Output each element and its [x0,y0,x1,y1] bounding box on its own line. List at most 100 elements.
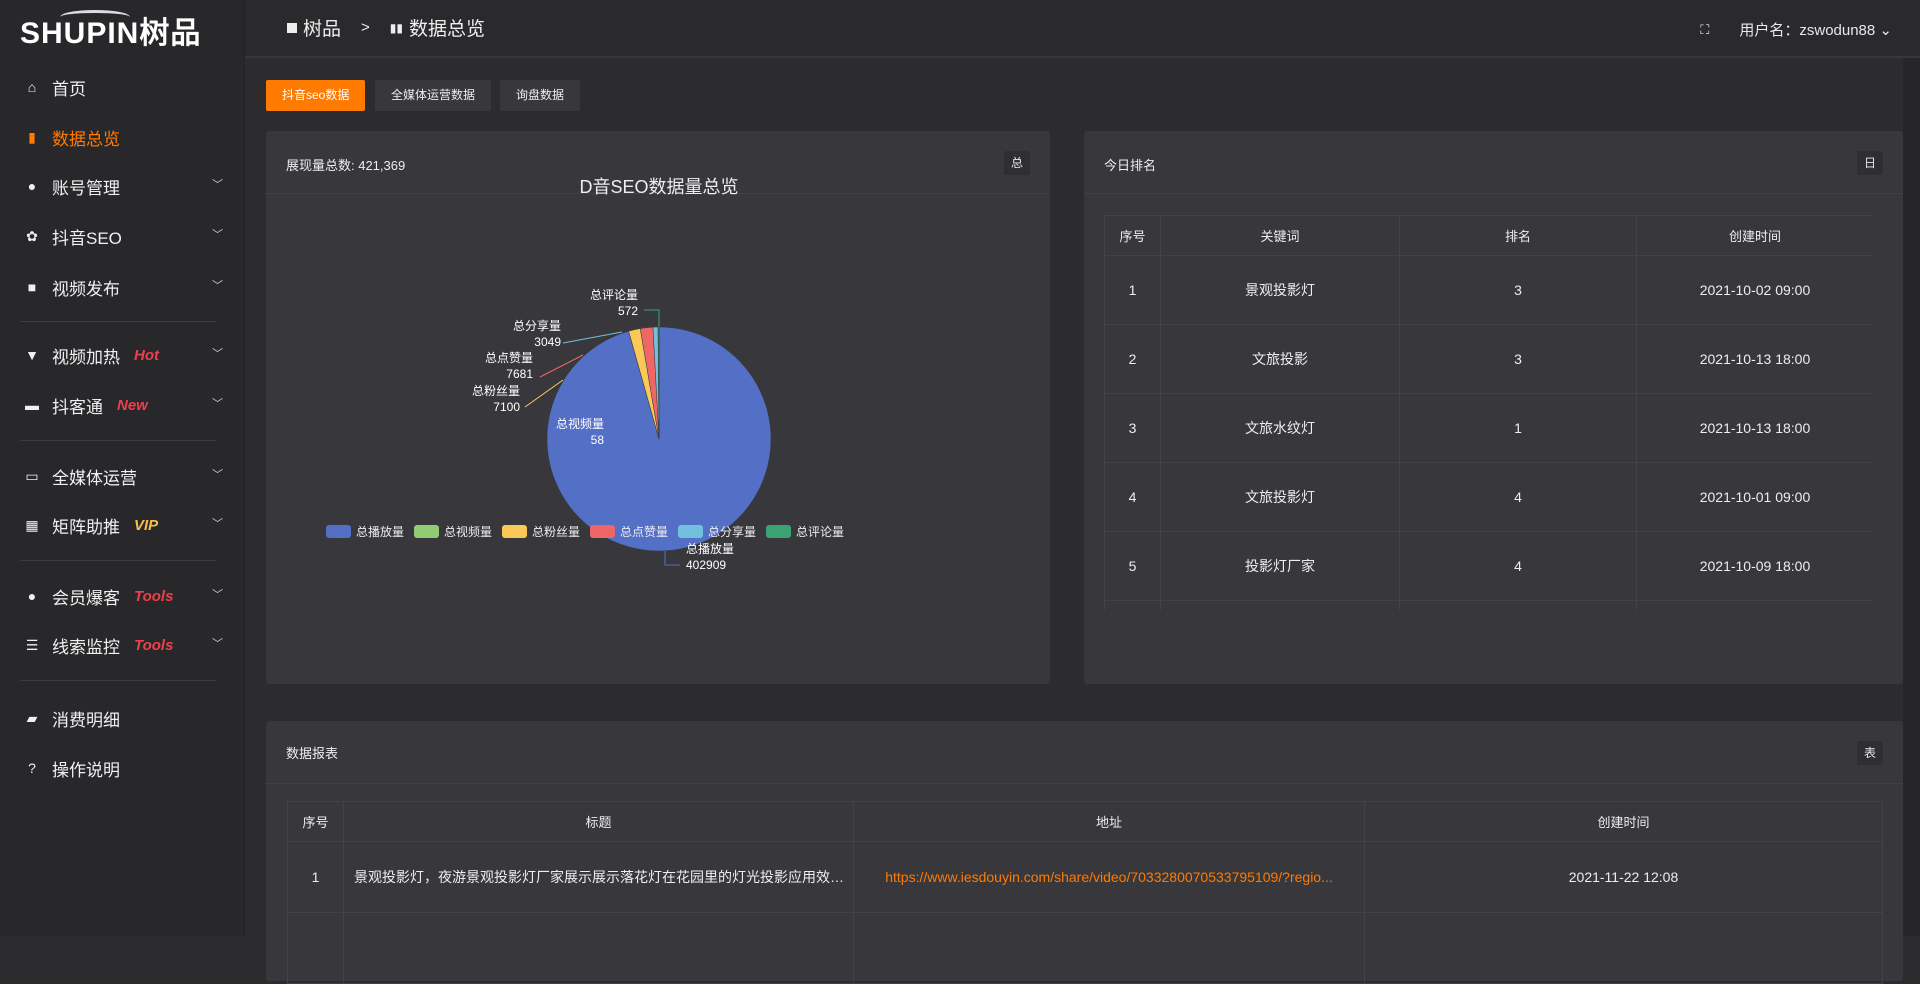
column-header: 序号 [1104,215,1161,256]
table-button[interactable]: 表 [1857,741,1883,765]
label-line [664,551,680,566]
table-cell: 4 [1399,462,1637,532]
label-line [524,379,564,408]
breadcrumb-current: 数据总览 [409,19,486,40]
wallet-icon: ▰ [26,709,38,726]
slice-value: 402909 [686,558,726,572]
chevron-down-icon[interactable]: ﹀ [212,398,223,410]
tab[interactable]: 询盘数据 [500,80,581,111]
chevron-down-icon[interactable]: ﹀ [212,229,223,241]
report-table: 序号 标题 地址 创建时间 1 景观投影灯，夜游景观投影灯厂家展示展示落花灯在花园里的灯光… [287,801,1883,984]
chevron-down-icon[interactable]: ﹀ [212,280,223,292]
slice-label: 总分享量 [513,318,561,333]
sidebar-item-label: 抖客通 [52,397,103,417]
chevron-down-icon[interactable]: ﹀ [212,589,223,601]
table-row: 1 景观投影灯，夜游景观投影灯厂家展示展示落花灯在花园里的灯光投影应用效果 # ht… [287,841,1883,913]
doc-icon [287,22,297,33]
table-row: 3 文旅水纹灯 1 2021-10-13 18:00 [1104,393,1873,463]
chevron-down-icon[interactable]: ﹀ [212,518,223,530]
sidebar-item[interactable]: ▰ 消费明细 [0,698,245,738]
page-scrollbar[interactable] [1903,58,1920,936]
sidebar-item-label: 线索监控 [52,637,120,657]
legend-label[interactable]: 总粉丝量 [532,525,580,539]
table-cell: 2021-10-13 18:00 [1636,324,1873,394]
legend-label[interactable]: 总视频量 [444,524,492,539]
slice-label: 总视频量 [556,416,604,431]
sidebar-item[interactable]: ● 账号管理 ﹀ [0,166,245,206]
tab[interactable]: 抖音seo数据 [266,80,366,111]
table-cell[interactable]: https://www.iesdouyin.com/share/video/70… [853,841,1365,913]
sidebar-item[interactable]: ▮ 数据总览 [0,117,245,157]
legend-label[interactable]: 总分享量 [708,524,756,539]
table-cell: 3 [1399,255,1637,325]
sidebar-item[interactable]: ▬ 抖客通 New ﹀ [0,385,245,425]
pie-card: 展现量总数: 421,369 总 D音SEO数据量总览 总播放量 402909 总视频… [266,131,1050,684]
sidebar-item-label: 矩阵助推 [52,517,120,537]
column-header: 创建时间 [1364,801,1883,842]
legend-swatch[interactable] [414,525,439,538]
sidebar-item-label: 消费明细 [52,710,120,730]
chevron-down-icon[interactable]: ﹀ [212,179,223,191]
table-cell: 投影灯厂家 [1160,531,1400,601]
table-cell: 4 [1399,531,1637,601]
table-cell: 2 [1104,324,1161,394]
column-header: 标题 [343,801,854,842]
breadcrumb-home[interactable]: 树品 [303,19,342,40]
message-icon: ▬ [25,397,39,413]
legend-swatch[interactable] [590,525,615,538]
sidebar-item-label: 会员爆客 [52,588,120,608]
table-cell: 4 [1104,462,1161,532]
label-line [539,354,584,378]
table-cell: 3 [1399,324,1637,394]
legend-swatch[interactable] [326,525,351,538]
day-button[interactable]: 日 [1857,151,1883,175]
legend-swatch[interactable] [678,525,703,538]
table-cell: 2021-10-09 18:00 [1636,531,1873,601]
sidebar-item[interactable]: ☰ 线索监控 Tools ﹀ [0,625,245,665]
column-header: 创建时间 [1636,215,1873,256]
column-header: 关键词 [1160,215,1400,256]
chevron-down-icon[interactable]: ﹀ [212,469,223,481]
sidebar-divider [20,440,216,441]
sidebar-item[interactable]: ▭ 全媒体运营 ﹀ [0,456,245,496]
sidebar-item[interactable]: ● 会员爆客 Tools ﹀ [0,576,245,616]
tab[interactable]: 全媒体运营数据 [375,80,492,111]
pie-card-title: 展现量总数: 421,369 [286,158,406,173]
breadcrumb: 树品 > ▮▮ 数据总览 [287,14,485,41]
logo[interactable]: SHUPIN树品 [20,8,201,52]
user-menu[interactable]: 用户名：zswodun88 ⌄ [1739,22,1892,39]
rank-card: 今日排名 日 序号 关键词 排名 创建时间 1 景观投影灯 3 2021-10-02 09:0… [1084,131,1903,796]
fullscreen-icon[interactable]: ⛶ [1700,21,1710,37]
sidebar-item[interactable]: ? 操作说明 [0,748,245,788]
rank-table: 序号 关键词 排名 创建时间 1 景观投影灯 3 2021-10-02 09:00 2 文旅投影 3… [1104,215,1873,610]
legend-swatch[interactable] [766,525,791,538]
sidebar-item[interactable]: ▼ 视频加热 Hot ﹀ [0,335,245,375]
rank-card-title: 今日排名 [1104,158,1157,173]
legend-swatch[interactable] [502,525,527,538]
grid-icon: ▦ [25,516,39,533]
sidebar-divider [20,560,216,561]
sidebar-item[interactable]: ▦ 矩阵助推 VIP ﹀ [0,505,245,545]
breadcrumb-separator: > [361,19,370,36]
label-line [562,331,623,344]
sidebar: SHUPIN树品 ⌂ 首页 ▮ 数据总览 ● 账号管理 ﹀ ✿ 抖音SEO ﹀ … [0,0,245,936]
gear-icon: ✿ [26,227,38,244]
total-button[interactable]: 总 [1004,151,1030,175]
legend-label[interactable]: 总点赞量 [620,525,668,539]
legend-label[interactable]: 总评论量 [796,525,844,539]
slice-label: 总粉丝量 [472,384,520,398]
sidebar-item-label: 数据总览 [52,129,120,149]
sidebar-item[interactable]: ■ 视频发布 ﹀ [0,267,245,307]
table-row: 5 投影灯厂家 4 2021-10-09 18:00 [1104,531,1873,601]
table-cell: 1 [287,841,344,913]
chevron-down-icon[interactable]: ﹀ [212,348,223,360]
sidebar-item-label: 操作说明 [52,760,120,780]
sidebar-item[interactable]: ✿ 抖音SEO ﹀ [0,216,245,256]
legend-label[interactable]: 总播放量 [356,524,404,539]
sidebar-badge: Tools [134,636,174,654]
sidebar-divider [20,680,216,681]
table-cell: 1 [1399,393,1637,463]
sidebar-item[interactable]: ⌂ 首页 [0,67,245,107]
chevron-down-icon[interactable]: ﹀ [212,638,223,650]
